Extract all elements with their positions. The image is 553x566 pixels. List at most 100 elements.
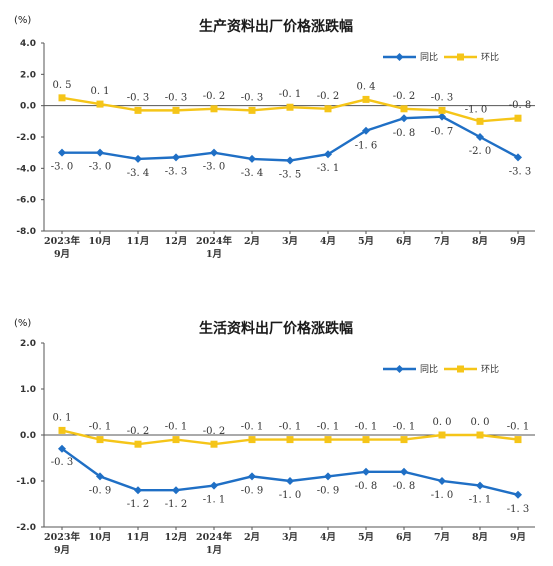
data-label-mom: -0. 1 [165,422,187,433]
data-point-mom [286,103,294,111]
data-label-mom: 0. 0 [432,417,451,428]
data-point-mom [286,436,294,444]
data-label-mom: 0. 4 [356,81,375,92]
data-label-yoy: -0. 7 [431,127,453,138]
data-label-mom: 0. 5 [52,80,71,91]
data-label-yoy: -1. 1 [469,495,491,506]
data-point-mom [134,106,142,114]
data-label-yoy: -3. 0 [51,162,73,173]
x-tick-label: 11月 [127,532,150,543]
data-point-yoy [210,148,218,157]
data-label-yoy: -1. 3 [507,504,529,515]
series-line-yoy [62,115,519,162]
y-tick-label: -2.0 [16,133,36,143]
data-point-mom [134,440,142,448]
data-label-yoy: -3. 5 [279,170,301,181]
x-tick-label: 12月 [165,532,188,543]
data-point-yoy [96,472,104,481]
data-point-mom [362,95,370,103]
data-label-mom: -0. 1 [393,422,415,433]
x-tick-label: 5月 [358,532,374,543]
data-label-yoy: -0. 8 [393,128,415,139]
data-point-yoy [58,148,66,157]
data-label-mom: -0. 1 [279,89,301,100]
data-label-mom: -0. 2 [203,426,225,437]
x-tick-label: 2024年 [196,235,232,247]
data-label-yoy: -2. 0 [469,146,491,157]
data-point-mom [248,106,256,114]
data-label-mom: -0. 2 [317,91,339,102]
data-label-mom: -0. 2 [127,426,149,437]
data-label-mom: -0. 1 [317,422,339,433]
y-tick-label: -8.0 [16,227,36,237]
legend-label-yoy: 同比 [420,363,438,375]
x-tick-label: 4月 [320,236,336,247]
x-tick-label: 3月 [282,532,298,543]
data-point-mom [400,436,408,444]
data-point-yoy [134,486,142,495]
data-point-yoy [286,156,294,165]
y-tick-label: 2.0 [20,70,36,80]
data-label-mom: -0. 3 [165,92,187,103]
y-tick-label: 0.0 [20,102,36,112]
y-tick-label: -1.0 [16,477,36,487]
data-label-mom: -0. 1 [279,422,301,433]
x-tick-label: 10月 [89,236,112,247]
chart-svg: 生产资料出厂价格涨跌幅 (%) 4.0 2.0 0.0 -2.0 -4.0 -6.0 -8.0 2… [14,15,535,260]
data-label-mom: -0. 3 [431,92,453,103]
x-tick-label: 9月 [510,532,526,543]
data-point-yoy [172,486,180,495]
x-tick-label: 2023年 [44,235,80,247]
x-tick-label: 6月 [396,236,412,247]
data-point-mom [438,431,446,439]
y-tick-label: 4.0 [20,39,36,49]
data-label-yoy: -3. 4 [127,168,149,179]
data-point-mom [400,105,408,113]
legend-label-yoy: 同比 [420,51,438,63]
data-label-yoy: -0. 9 [317,485,339,496]
data-label-yoy: -0. 8 [393,481,415,492]
x-tick-label: 1月 [206,249,222,260]
data-point-yoy [286,477,294,485]
data-label-mom: 0. 1 [52,412,71,423]
x-tick-label: 9月 [54,249,70,260]
x-tick-label: 7月 [434,236,450,247]
data-point-mom [362,436,370,444]
data-point-yoy [476,481,484,490]
legend-marker-yoy [395,53,404,61]
data-point-yoy [400,114,408,123]
data-label-yoy: -0. 8 [355,481,377,492]
data-point-yoy [400,467,408,476]
data-label-mom: -0. 1 [241,422,263,433]
data-label-mom: 0. 1 [90,86,109,97]
data-label-mom: -0. 8 [509,100,531,111]
data-point-mom [172,436,180,444]
x-tick-label: 9月 [510,236,526,247]
data-label-mom: -0. 2 [203,91,225,102]
data-label-yoy: -3. 1 [317,163,339,174]
chart-title: 生活资料出厂价格涨跌幅 [199,320,353,337]
data-label-yoy: -3. 3 [509,166,531,177]
data-point-mom [438,106,446,114]
x-tick-label: 4月 [320,532,336,543]
data-label-yoy: -0. 9 [89,485,111,496]
x-tick-label: 8月 [472,236,488,247]
data-point-mom [210,105,218,113]
data-point-mom [172,106,180,114]
data-point-yoy [438,112,446,121]
x-tick-label: 6月 [396,532,412,543]
legend-marker-mom [457,53,464,61]
data-point-yoy [248,472,256,481]
data-point-yoy [362,467,370,476]
x-tick-label: 7月 [434,532,450,543]
x-tick-label: 8月 [472,532,488,543]
data-point-yoy [58,444,66,453]
data-point-yoy [438,477,446,485]
data-label-yoy: -1. 0 [279,490,301,501]
x-tick-label: 3月 [282,236,298,247]
data-label-yoy: -1. 6 [355,141,377,152]
data-point-mom [324,436,332,444]
data-point-mom [514,436,522,444]
data-label-yoy: -1. 2 [127,499,149,510]
x-tick-label: 2月 [244,532,260,543]
